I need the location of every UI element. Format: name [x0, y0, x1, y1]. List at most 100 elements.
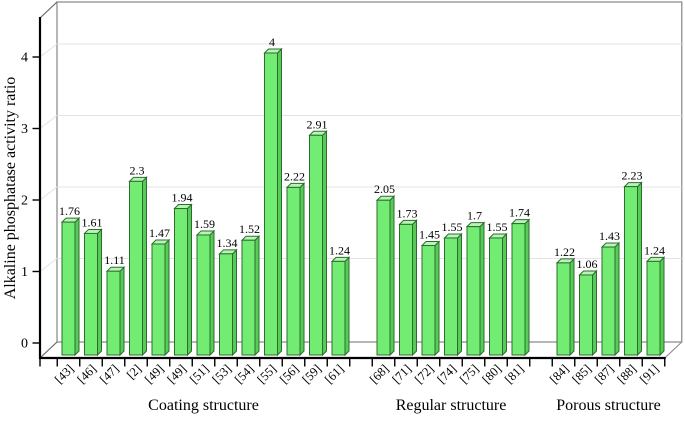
bar-value-label: 1.52: [239, 222, 260, 236]
bar: [61, 221, 76, 356]
y-tick-value: 0: [21, 337, 28, 352]
bar: [106, 270, 121, 356]
bar-side-face: [254, 235, 260, 357]
bar-value-label: 1.94: [172, 191, 193, 205]
x-tick-label: [61]: [322, 362, 347, 387]
x-tick-label: [49]: [164, 362, 189, 387]
bar-value-label: 2.3: [130, 163, 145, 177]
bar-value-label: 1.74: [509, 206, 530, 220]
x-tick-label: [91]: [637, 362, 662, 387]
bar-value-label: 1.22: [554, 245, 575, 259]
x-tick-label: [53]: [209, 362, 234, 387]
y-tick-value: 2: [21, 194, 28, 209]
x-tick-label: [56]: [277, 362, 302, 387]
x-tick-label: [81]: [502, 362, 527, 387]
bar: [286, 186, 301, 356]
bar-value-label: 1.59: [194, 217, 215, 231]
bar-side-face: [457, 232, 462, 357]
bar-value-label: 1.24: [644, 243, 665, 257]
bar: [84, 232, 98, 356]
bar: [444, 237, 458, 356]
bar-side-face: [389, 195, 395, 357]
bar-side-face: [614, 241, 620, 357]
bar: [399, 223, 413, 356]
bar: [421, 245, 436, 356]
bar: [331, 260, 346, 356]
bar: [376, 199, 391, 356]
bar-side-face: [74, 216, 80, 357]
x-group-label: Coating structure: [148, 397, 259, 414]
x-tick-label: [68]: [367, 362, 392, 387]
x-tick-label: [47]: [97, 362, 122, 387]
bar-value-label: 1.34: [217, 236, 238, 250]
bar-side-face: [412, 219, 417, 357]
bar-side-face: [232, 248, 237, 357]
x-tick-label: [71]: [389, 362, 414, 387]
bottom-left-corner-edge: [39, 341, 58, 359]
bar-value-label: 1.73: [397, 206, 418, 220]
x-tick-label: [84]: [547, 362, 572, 387]
x-tick-label: [74]: [434, 362, 459, 387]
bar: [556, 262, 571, 356]
bar-value-label: 1.43: [599, 229, 620, 243]
bar: [241, 239, 256, 356]
y-tick-value: 4: [21, 51, 28, 66]
bar-side-face: [434, 240, 440, 357]
bar-side-face: [502, 232, 507, 357]
bar: [151, 243, 166, 356]
bar-value-label: 2.05: [374, 182, 395, 196]
bar-side-face: [524, 218, 530, 357]
bar-side-face: [479, 221, 485, 357]
bar-value-label: 1.11: [104, 253, 125, 267]
bar-side-face: [97, 228, 102, 357]
bar: [309, 134, 323, 356]
bar-side-face: [569, 257, 575, 357]
bar: [264, 52, 278, 356]
bar-side-face: [277, 47, 282, 357]
x-tick-label: [80]: [479, 362, 504, 387]
bar: [579, 274, 593, 356]
bar: [601, 246, 616, 356]
bar-value-label: 4: [269, 35, 275, 49]
bar-value-label: 1.76: [59, 204, 80, 218]
gridline-connector: [39, 43, 58, 58]
bar-value-label: 1.45: [419, 228, 440, 242]
x-tick-label: [43]: [52, 362, 77, 387]
x-tick-label: [59]: [299, 362, 324, 387]
x-group-label: Regular structure: [396, 397, 507, 414]
bar: [646, 260, 661, 356]
x-tick-label: [75]: [457, 362, 482, 387]
bar-value-label: 2.22: [284, 169, 305, 183]
bar: [466, 226, 481, 356]
bar-value-label: 2.23: [622, 169, 643, 183]
bar: [219, 253, 233, 356]
y-tick-value: 1: [21, 265, 28, 280]
bar-value-label: 1.7: [467, 209, 482, 223]
gridline-connector: [39, 258, 58, 272]
bar-side-face: [592, 269, 597, 357]
x-tick-label: [88]: [614, 362, 639, 387]
gridline-connector: [39, 115, 58, 129]
bar-side-face: [344, 256, 350, 357]
x-tick-label: [51]: [187, 362, 212, 387]
bar-value-label: 1.55: [442, 220, 463, 234]
bar-value-label: 1.55: [487, 220, 508, 234]
bar-value-label: 2.91: [307, 117, 328, 131]
bar-side-face: [119, 265, 125, 357]
x-tick-label: [72]: [412, 362, 437, 387]
y-tick-value: 3: [21, 122, 28, 137]
bar: [624, 186, 638, 356]
bar: [489, 237, 503, 356]
x-tick-label: [85]: [569, 362, 594, 387]
bar-side-face: [322, 130, 327, 357]
bar: [196, 234, 211, 356]
bar-side-face: [209, 229, 215, 357]
bar: [511, 223, 526, 356]
x-tick-label: [46]: [74, 362, 99, 387]
bar-value-label: 1.47: [149, 226, 170, 240]
top-left-corner-edge: [39, 1, 58, 19]
bar: [129, 180, 143, 356]
gridline-connector: [39, 186, 58, 201]
